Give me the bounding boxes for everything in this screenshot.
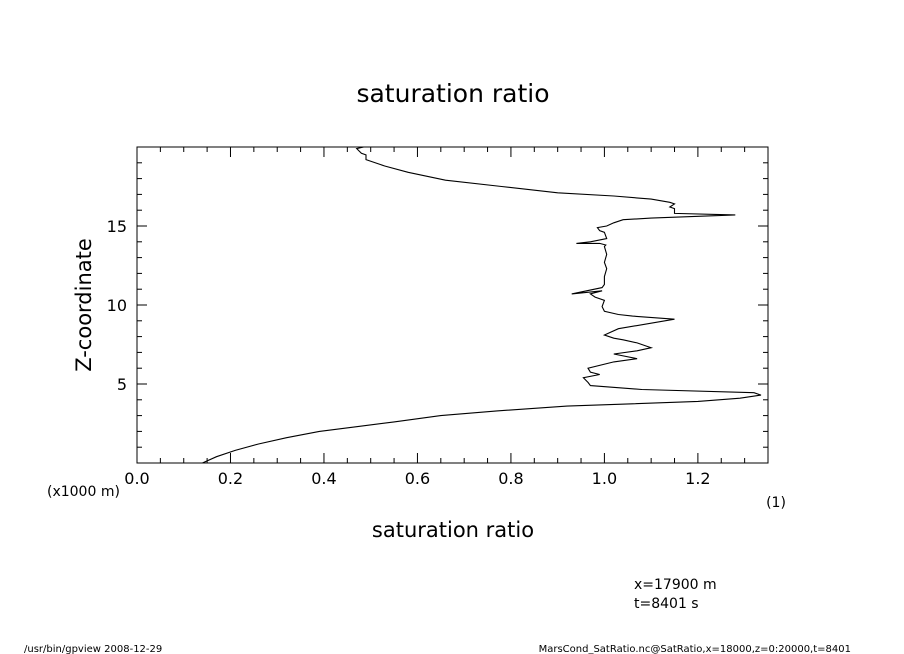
x-axis-unit: (1) bbox=[766, 495, 786, 511]
chart-title: saturation ratio bbox=[356, 79, 549, 108]
x-axis-label: saturation ratio bbox=[372, 518, 534, 542]
x-tick-label: 0.4 bbox=[311, 469, 336, 488]
x-tick-label: 1.2 bbox=[685, 469, 710, 488]
y-tick-label: 15 bbox=[107, 217, 127, 236]
x-tick-label: 0.2 bbox=[218, 469, 243, 488]
plot-frame bbox=[136, 146, 769, 464]
y-tick-label: 5 bbox=[117, 375, 127, 394]
y-axis-unit: (x1000 m) bbox=[47, 484, 120, 500]
x-tick-label: 1.0 bbox=[592, 469, 617, 488]
x-tick-label: 0.0 bbox=[124, 469, 149, 488]
x-tick-label: 0.8 bbox=[498, 469, 523, 488]
minor-ticks bbox=[137, 147, 768, 463]
position-annotation: x=17900 m bbox=[634, 577, 717, 593]
major-ticks bbox=[136, 147, 768, 463]
footer-right: MarsCond_SatRatio.nc@SatRatio,x=18000,z=… bbox=[539, 644, 851, 654]
y-tick-labels: 5 10 15 bbox=[107, 217, 127, 394]
x-tick-labels: 0.0 0.2 0.4 0.6 0.8 1.0 1.2 bbox=[124, 469, 710, 488]
y-tick-label: 10 bbox=[107, 296, 127, 315]
series-line bbox=[202, 146, 762, 464]
footer-left: /usr/bin/gpview 2008-12-29 bbox=[24, 644, 162, 654]
time-annotation: t=8401 s bbox=[634, 596, 699, 612]
x-tick-label: 0.6 bbox=[405, 469, 430, 488]
y-axis-label: Z-coordinate bbox=[72, 238, 96, 372]
